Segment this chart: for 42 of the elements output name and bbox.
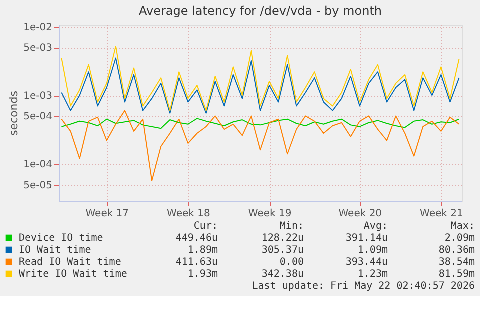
text: 2.09m [444, 233, 475, 244]
text: 38.54m [438, 257, 475, 268]
text: 0.00 [280, 257, 304, 268]
y-tick-label: 5e-03 [24, 43, 52, 54]
y-tick-label: 1e-02 [24, 22, 52, 34]
text: 449.46u [176, 233, 218, 244]
text: 81.59m [438, 269, 475, 280]
line-series [61, 58, 460, 114]
line-series [61, 46, 460, 112]
text: 128.22u [262, 233, 304, 244]
text: 342.38u [262, 269, 304, 280]
text: 80.36m [438, 245, 475, 256]
legend-label: Read IO Wait time [19, 257, 122, 268]
text: Min: [280, 221, 304, 232]
text: 1.09m [358, 245, 388, 256]
text: 1.93m [188, 269, 218, 280]
y-tick-label: 1e-03 [24, 91, 52, 102]
y-tick-label: 5e-05 [24, 180, 52, 192]
y-tick-label: 5e-04 [24, 112, 52, 123]
text: Max: [450, 221, 475, 232]
legend-label: Device IO time [19, 233, 104, 244]
text: 393.44u [346, 257, 388, 268]
x-tick-label: Week 21 [420, 208, 464, 220]
text: 1.89m [188, 245, 218, 256]
legend-label: IO Wait time [19, 245, 92, 256]
line-series [61, 118, 460, 130]
text: 305.37u [262, 245, 304, 256]
text: 391.14u [346, 233, 388, 244]
text: 411.63u [176, 257, 218, 268]
chart-title: Average latency for /dev/vda - by month [139, 4, 382, 18]
text: Cur: [194, 221, 218, 232]
text: 1.23m [358, 269, 388, 280]
x-tick-label: Week 18 [167, 208, 210, 220]
y-axis-title: seconds [8, 90, 21, 136]
line-series [61, 110, 460, 182]
y-tick-label: 1e-04 [24, 160, 52, 171]
text: Avg: [364, 221, 388, 232]
x-tick-label: Week 17 [86, 208, 130, 220]
text: Last update: Fri May 22 02:40:57 2026 [252, 281, 475, 292]
x-tick-label: Week 19 [248, 208, 292, 220]
legend-label: Write IO Wait time [19, 269, 128, 280]
x-tick-label: Week 20 [338, 208, 382, 220]
